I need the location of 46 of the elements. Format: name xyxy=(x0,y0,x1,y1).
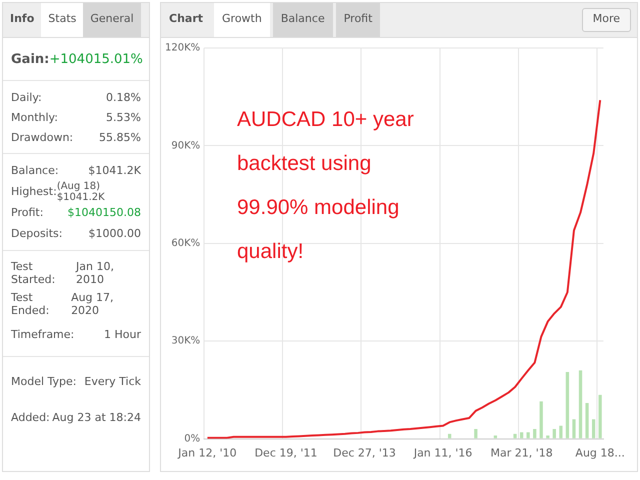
text: (Aug 18) $1041.2K xyxy=(56,180,106,202)
text: Monthly: xyxy=(11,110,58,124)
y-tick-label: 120K% xyxy=(164,42,200,54)
text: Daily: xyxy=(11,90,42,104)
text: Test Started: xyxy=(11,260,56,286)
y-tick-label: 90K% xyxy=(171,140,200,152)
x-tick-label: Jan 12, '10 xyxy=(177,446,237,460)
x-tick-label: Jan 11, '16 xyxy=(412,446,472,460)
text: Growth xyxy=(214,3,270,37)
y-tick-label: 30K% xyxy=(171,336,200,347)
text: More xyxy=(582,8,631,32)
x-tick-label: Mar 21, '18 xyxy=(490,446,553,460)
text: Aug 17, 2020 xyxy=(71,290,115,316)
text: Chart xyxy=(168,11,204,27)
text: 1 Hour xyxy=(104,328,141,341)
y-tick-label: 60K% xyxy=(171,238,200,249)
annotation: AUDCAD 10+ year backtest using 99.90% modeling quality! xyxy=(237,107,415,265)
text: Test Ended: xyxy=(11,290,50,316)
text: 0.18% xyxy=(106,90,141,104)
text: +104015.01% xyxy=(49,52,143,66)
text: $1040150.08 xyxy=(68,206,141,219)
text: Gain: xyxy=(11,52,50,66)
text: $1000.00 xyxy=(88,227,141,240)
text: Stats xyxy=(41,3,84,37)
text: Timeframe: xyxy=(11,328,74,341)
x-tick-label: Dec 19, '11 xyxy=(254,446,318,460)
text: General xyxy=(83,3,141,37)
text: Every Tick xyxy=(84,374,141,388)
text: Deposits: xyxy=(11,227,62,240)
text: Jan 10, 2010 xyxy=(76,260,115,286)
y-tick-label: 0% xyxy=(184,433,200,444)
text: Drawdown: xyxy=(11,130,74,144)
text: Balance: xyxy=(11,164,59,177)
x-tick-label: Dec 27, '13 xyxy=(333,446,396,460)
text: Balance xyxy=(272,3,333,37)
text: 55.85% xyxy=(99,130,141,144)
text: Highest: xyxy=(11,185,57,198)
text: Aug 23 at 18:24 xyxy=(52,410,141,424)
text: Profit: xyxy=(11,206,44,219)
text: 5.53% xyxy=(106,110,141,124)
x-tick-label: Aug 18... xyxy=(575,446,625,460)
text: Info xyxy=(9,11,36,27)
text: Profit xyxy=(336,3,380,37)
text: Added: xyxy=(11,410,50,424)
text: Model Type: xyxy=(11,374,76,388)
text: $1041.2K xyxy=(88,164,141,177)
